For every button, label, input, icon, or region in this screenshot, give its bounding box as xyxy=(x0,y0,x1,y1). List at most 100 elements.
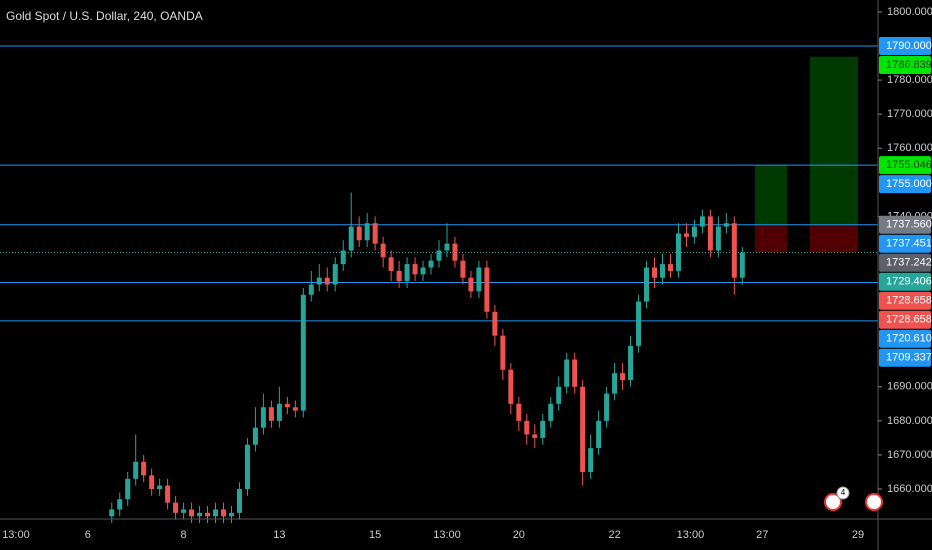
candle-body xyxy=(181,509,187,513)
candle-body xyxy=(228,512,234,517)
candle-body xyxy=(340,250,346,265)
candle-body xyxy=(300,294,306,411)
price-tag-label: 1786.839 xyxy=(886,59,932,71)
x-tick-label: 13:00 xyxy=(433,529,461,541)
candle-body xyxy=(244,444,250,490)
candle-body xyxy=(380,243,386,258)
candle-body xyxy=(252,427,258,445)
price-tag-label: 1728.658 xyxy=(886,314,932,326)
candle-body xyxy=(412,264,418,275)
candle-body xyxy=(532,434,538,438)
candle-body xyxy=(372,223,378,244)
candle-body xyxy=(324,277,330,285)
candle-body xyxy=(213,509,219,517)
x-tick-label: 15 xyxy=(369,529,381,541)
y-tick-label: 1690.000 xyxy=(887,381,932,393)
candle-body xyxy=(356,226,362,241)
candle-body xyxy=(659,264,665,278)
candle-body xyxy=(236,489,242,513)
candle-body xyxy=(388,257,394,271)
candle-body xyxy=(141,461,147,476)
candle-body xyxy=(707,216,713,251)
candle-body xyxy=(699,216,705,227)
candle-body xyxy=(739,252,745,278)
candle-body xyxy=(628,345,634,380)
candle-body xyxy=(675,233,681,271)
candle-body xyxy=(396,270,402,282)
candle-body xyxy=(157,485,163,490)
candle-body xyxy=(109,509,115,517)
price-tag xyxy=(879,234,931,253)
candle-body xyxy=(117,499,123,510)
candle-body xyxy=(468,277,474,292)
candle-body xyxy=(524,420,530,435)
price-tag xyxy=(879,291,931,310)
x-tick-label: 6 xyxy=(85,529,91,541)
x-tick-label: 8 xyxy=(181,529,187,541)
price-tag xyxy=(879,56,931,75)
candle-body xyxy=(612,373,618,394)
x-tick-label: 22 xyxy=(608,529,620,541)
price-tag xyxy=(879,272,931,291)
candle-body xyxy=(308,284,314,295)
candle-body xyxy=(500,335,506,370)
candle-body xyxy=(133,461,139,479)
candle-body xyxy=(260,407,266,428)
price-tag xyxy=(879,175,931,194)
candle-body xyxy=(644,267,650,302)
candle-body xyxy=(220,509,226,517)
profit-zone xyxy=(755,165,787,225)
candle-body xyxy=(348,226,354,251)
price-tag-label: 1737.242 xyxy=(886,257,932,269)
candle-body xyxy=(540,420,546,438)
candle-body xyxy=(165,485,171,503)
candle-body xyxy=(667,264,673,271)
event-icon[interactable]: 4 xyxy=(824,486,883,511)
price-tag xyxy=(879,329,931,348)
candle-body xyxy=(420,267,426,275)
candle-body xyxy=(197,512,203,517)
candle-body xyxy=(572,359,578,387)
candle-body xyxy=(580,386,586,472)
loss-zone xyxy=(810,224,858,253)
price-tag xyxy=(879,253,931,272)
x-tick-label: 27 xyxy=(756,529,768,541)
badge-count: 4 xyxy=(841,488,846,497)
x-tick-label: 13:00 xyxy=(677,529,705,541)
candle-body xyxy=(452,243,458,261)
price-tag xyxy=(879,310,931,329)
candle-body xyxy=(276,403,282,421)
candle-body xyxy=(691,226,697,237)
candle-body xyxy=(404,264,410,282)
candle-body xyxy=(316,277,322,285)
candle-body xyxy=(636,301,642,346)
candle-body xyxy=(652,267,658,278)
candle-body xyxy=(548,403,554,421)
candle-body xyxy=(492,311,498,336)
x-tick-label: 13 xyxy=(273,529,285,541)
flag-icon[interactable] xyxy=(824,493,842,511)
candle-body xyxy=(508,369,514,404)
candle-body xyxy=(149,475,155,490)
candle-body xyxy=(460,260,466,278)
candle-body xyxy=(564,359,570,387)
candle-body xyxy=(476,267,482,292)
y-tick-label: 1680.000 xyxy=(887,415,932,427)
y-tick-label: 1670.000 xyxy=(887,449,932,461)
x-tick-label: 13:00 xyxy=(2,529,30,541)
flag-icon[interactable] xyxy=(865,493,883,511)
price-tag-label: 1755.000 xyxy=(886,178,932,190)
price-tag-label: 1790.000 xyxy=(886,40,932,52)
badge xyxy=(836,486,850,500)
price-axis: 1800.0001780.0001770.0001760.0001740.000… xyxy=(878,6,932,495)
price-tag-label: 1755.046 xyxy=(886,159,932,171)
candle-body xyxy=(173,502,179,513)
candle-body xyxy=(556,386,562,404)
price-tag xyxy=(879,348,931,367)
candle-body xyxy=(205,512,211,517)
candle-body xyxy=(292,407,298,411)
price-tag-label: 1729.406 xyxy=(886,276,932,288)
price-tag xyxy=(879,215,931,234)
candle-body xyxy=(683,233,689,237)
